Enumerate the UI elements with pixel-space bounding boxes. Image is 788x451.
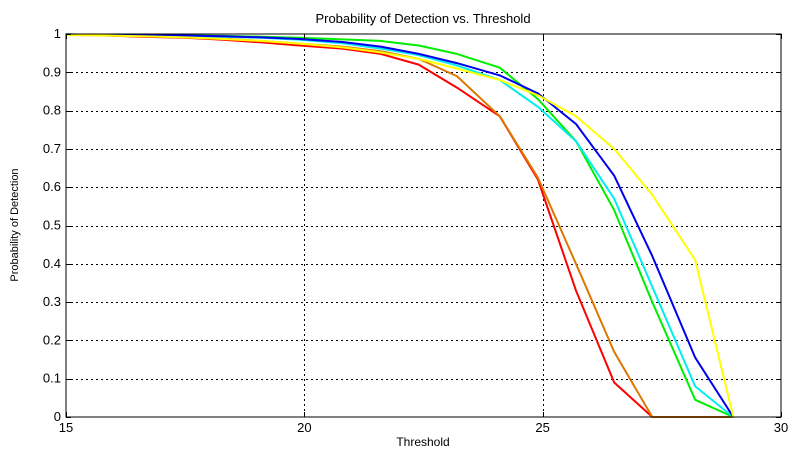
y-axis-title: Probability of Detection xyxy=(9,168,21,281)
y-tick-label: 0.5 xyxy=(43,218,61,233)
y-tick-labels: 0 0.1 0.2 0.3 0.4 0.5 0.6 0.7 0.8 0.9 1 xyxy=(43,26,61,424)
y-tick-label: 0.1 xyxy=(43,371,61,386)
x-tick-label: 15 xyxy=(59,420,73,435)
y-tick-label: 0.6 xyxy=(43,179,61,194)
y-tick-label: 0.8 xyxy=(43,103,61,118)
series-lines xyxy=(65,33,735,418)
y-tick-label: 1 xyxy=(54,26,61,41)
series-line-6 xyxy=(65,34,735,418)
chart-title: Probability of Detection vs. Threshold xyxy=(315,11,530,26)
y-tick-label: 0 xyxy=(54,409,61,424)
x-tick-label: 25 xyxy=(535,420,549,435)
y-tick-label: 0.4 xyxy=(43,256,61,271)
y-tick-label: 0.3 xyxy=(43,294,61,309)
x-tick-label: 20 xyxy=(297,420,311,435)
plot-background xyxy=(66,34,781,417)
tick-marks xyxy=(66,34,782,418)
x-tick-labels: 15 20 25 30 xyxy=(59,420,788,435)
grid-lines xyxy=(66,34,781,417)
plot-frame xyxy=(65,33,782,418)
y-tick-label: 0.7 xyxy=(43,141,61,156)
series-line-5 xyxy=(65,33,735,418)
y-tick-label: 0.9 xyxy=(43,64,61,79)
y-tick-label: 0.2 xyxy=(43,332,61,347)
x-tick-label: 30 xyxy=(774,420,788,435)
x-axis-title: Threshold xyxy=(396,435,449,449)
